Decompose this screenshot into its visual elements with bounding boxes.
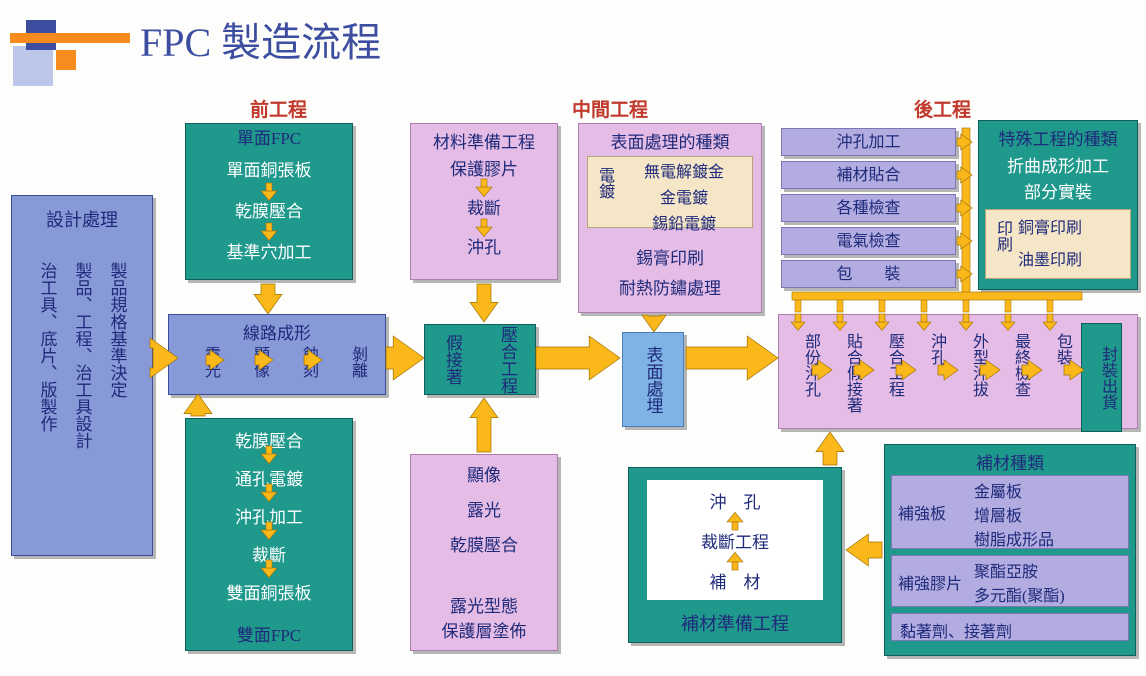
combo-a: 假接著 — [425, 325, 480, 394]
expose-foot: 露光型態 保護層塗佈 — [411, 592, 557, 642]
plating-item: 無電解鍍金 — [616, 157, 752, 183]
design-box: 設計處理 治工具、底片、版製作製品、工程、治工具設計製品規格基準決定 — [11, 195, 153, 556]
surface-extra: 耐熱防鏽處理 — [579, 274, 761, 299]
flowback-step: 包裝 — [1039, 333, 1074, 365]
flowback-step: 貼合假接著 — [829, 333, 864, 413]
back-item: 各種檢查 — [781, 194, 956, 222]
print-item: 油墨印刷 — [1018, 242, 1130, 274]
step: 乾膜壓合 — [186, 197, 352, 222]
flowback-step: 沖孔 — [913, 333, 948, 365]
surface-process-box: 表面處埋 — [622, 332, 684, 427]
flowback-step: 壓合工程 — [871, 333, 906, 397]
circuit-step: 露光 — [179, 346, 222, 378]
page-title: FPC 製造流程 — [140, 10, 381, 68]
back-item: 補材貼合 — [781, 161, 956, 189]
surface-box: 表面處理的種類 電鍍 無電解鍍金金電鍍錫鉛電鍍 錫膏印刷耐熱防鏽處理 — [578, 123, 762, 313]
step: 部分實裝 — [979, 178, 1137, 203]
step: 雙面銅張板 — [186, 579, 352, 604]
plating-item: 金電鍍 — [616, 183, 752, 209]
rein-types-title: 補材種類 — [885, 445, 1135, 474]
step: 沖孔加工 — [186, 503, 352, 528]
back-item: 包 裝 — [781, 260, 956, 288]
rt-a-label: 補強板 — [898, 500, 946, 524]
circuit-step: 剝離 — [326, 346, 369, 378]
stage-front: 前工程 — [250, 95, 307, 122]
rt-b-label: 補強膠片 — [898, 570, 962, 594]
design-line: 製品、工程、治工具設計 — [70, 262, 95, 449]
double-fpc-box: 乾膜壓合通孔電鍍沖孔加工裁斷雙面銅張板 雙面FPC — [185, 418, 353, 651]
surface-title: 表面處理的種類 — [579, 124, 761, 155]
design-line: 製品規格基準決定 — [105, 262, 130, 449]
print-item: 銅膏印刷 — [1018, 210, 1130, 242]
step: 顯像 — [411, 461, 557, 486]
circuit-step: 顯像 — [228, 346, 271, 378]
plating-label: 電鍍 — [592, 167, 616, 199]
rein-prep-title: 補材準備工程 — [629, 610, 841, 636]
single-fpc-box: 單面FPC 單面銅張板乾膜壓合基準穴加工 — [185, 123, 353, 280]
flowback-step: 最終檢查 — [997, 333, 1032, 397]
special-title: 特殊工程的種類 — [979, 121, 1137, 150]
step: 露光 — [411, 496, 557, 521]
step: 基準穴加工 — [186, 238, 352, 263]
print-label: 印刷 — [990, 220, 1014, 252]
double-fpc-title: 雙面FPC — [186, 621, 352, 646]
special-box: 特殊工程的種類 折曲成形加工部分實裝 印刷 銅膏印刷油墨印刷 — [978, 120, 1138, 290]
rt-a-item: 樹脂成形品 — [974, 526, 1128, 550]
circuit-title: 線路成形 — [169, 315, 385, 346]
back-item: 沖孔加工 — [781, 128, 956, 156]
rt-a-item: 金屬板 — [974, 478, 1128, 502]
step: 乾膜壓合 — [411, 531, 557, 556]
matprep-title: 材料準備工程 — [411, 124, 557, 155]
rt-c: 黏著劑、接著劑 — [891, 613, 1129, 641]
step: 裁斷 — [411, 194, 557, 219]
plating-item: 錫鉛電鍍 — [616, 209, 752, 235]
step: 裁斷 — [186, 541, 352, 566]
rt-a-item: 增層板 — [974, 502, 1128, 526]
combo-box: 假接著 壓合工程 — [424, 324, 536, 395]
step: 通孔電鍍 — [186, 465, 352, 490]
expose-box: 顯像露光乾膜壓合 露光型態 保護層塗佈 — [410, 454, 558, 651]
matprep-box: 材料準備工程 保護膠片裁斷沖孔 — [410, 123, 558, 280]
step: 保護膠片 — [411, 155, 557, 180]
reinprep-row: 補 材 — [647, 568, 823, 593]
rt-b-item: 聚酯亞胺 — [974, 558, 1128, 582]
flowback-step: 外型沖拔 — [955, 333, 990, 397]
combo-b: 壓合工程 — [480, 325, 535, 394]
step: 沖孔 — [411, 233, 557, 258]
reinprep-row: 裁斷工程 — [647, 528, 823, 553]
design-title: 設計處理 — [12, 196, 152, 232]
rt-b-item: 多元酯(聚酯) — [974, 582, 1128, 606]
step: 折曲成形加工 — [979, 152, 1137, 177]
reinprep-row: 沖 孔 — [647, 488, 823, 513]
circuit-step: 蝕刻 — [277, 346, 320, 378]
single-fpc-title: 單面FPC — [186, 124, 352, 149]
stage-middle: 中間工程 — [572, 95, 648, 122]
step: 乾膜壓合 — [186, 427, 352, 452]
circuit-box: 線路成形 露光顯像蝕刻剝離 — [168, 314, 386, 395]
step: 單面銅張板 — [186, 156, 352, 181]
flowback-step: 部份沖孔 — [787, 333, 822, 397]
rein-types-box: 補材種類 補強板 金屬板增層板樹脂成形品 補強膠片 聚酯亞胺多元酯(聚酯) 黏著… — [884, 444, 1136, 656]
surface-extra: 錫膏印刷 — [579, 244, 761, 269]
back-item: 電氣檢查 — [781, 227, 956, 255]
rein-prep-box: 沖 孔裁斷工程補 材 補材準備工程 — [628, 467, 842, 643]
flowback-step: 封裝出貨 — [1081, 323, 1122, 432]
stage-back: 後工程 — [914, 95, 971, 122]
flowback-box: 部份沖孔貼合假接著壓合工程沖孔外型沖拔最終檢查包裝封裝出貨 — [778, 314, 1138, 429]
design-line: 治工具、底片、版製作 — [35, 262, 60, 449]
